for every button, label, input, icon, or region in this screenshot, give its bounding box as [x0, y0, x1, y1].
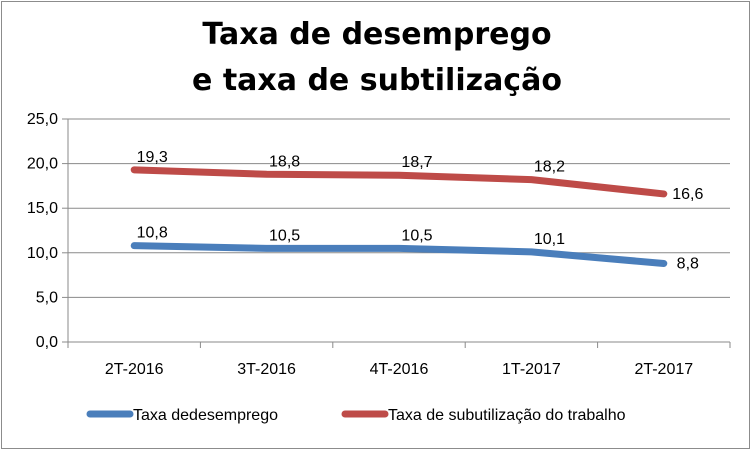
gridlines [62, 118, 731, 348]
chart-title-line-1: Taxa de desemprego [202, 17, 551, 52]
y-tick-label: 0,0 [36, 334, 58, 351]
x-tick-label: 3T-2016 [237, 361, 296, 378]
legend: Taxa dedesemprego Taxa de subutilização d… [86, 407, 626, 424]
legend-label-2: Taxa de subutilização do trabalho [388, 407, 626, 424]
x-tick-label: 1T-2017 [502, 361, 561, 378]
data-label: 10,1 [534, 231, 565, 248]
x-axis-ticks: 2T-2016 3T-2016 4T-2016 1T-2017 2T-2017 [105, 361, 693, 378]
data-label: 18,7 [401, 154, 432, 171]
y-axis-ticks: 0,0 5,0 10,0 15,0 20,0 25,0 [27, 111, 58, 351]
data-label: 18,2 [534, 159, 565, 176]
data-label: 18,8 [269, 153, 300, 170]
x-tick-label: 2T-2016 [105, 361, 164, 378]
data-labels: 10,8 10,5 10,5 10,1 8,8 19,3 18,8 18,7 18,2 16,6 [137, 149, 704, 273]
legend-label-1: Taxa dedesemprego [133, 407, 278, 424]
x-tick-label: 2T-2017 [634, 361, 693, 378]
data-label: 8,8 [677, 256, 699, 273]
y-tick-label: 20,0 [27, 156, 58, 173]
y-tick-label: 10,0 [27, 245, 58, 262]
y-tick-label: 15,0 [27, 200, 58, 217]
y-tick-label: 25,0 [27, 111, 58, 128]
data-label: 19,3 [137, 149, 168, 166]
data-label: 16,6 [672, 186, 703, 203]
series-line-1 [130, 242, 668, 268]
chart-title-line-2: e taxa de subtilização [192, 63, 562, 98]
data-label: 10,5 [401, 227, 432, 244]
y-tick-label: 5,0 [36, 289, 58, 306]
x-tick-label: 4T-2016 [370, 361, 429, 378]
series-line-2 [130, 166, 668, 198]
data-label: 10,8 [137, 225, 168, 242]
data-label: 10,5 [269, 227, 300, 244]
series-lines [130, 166, 668, 268]
